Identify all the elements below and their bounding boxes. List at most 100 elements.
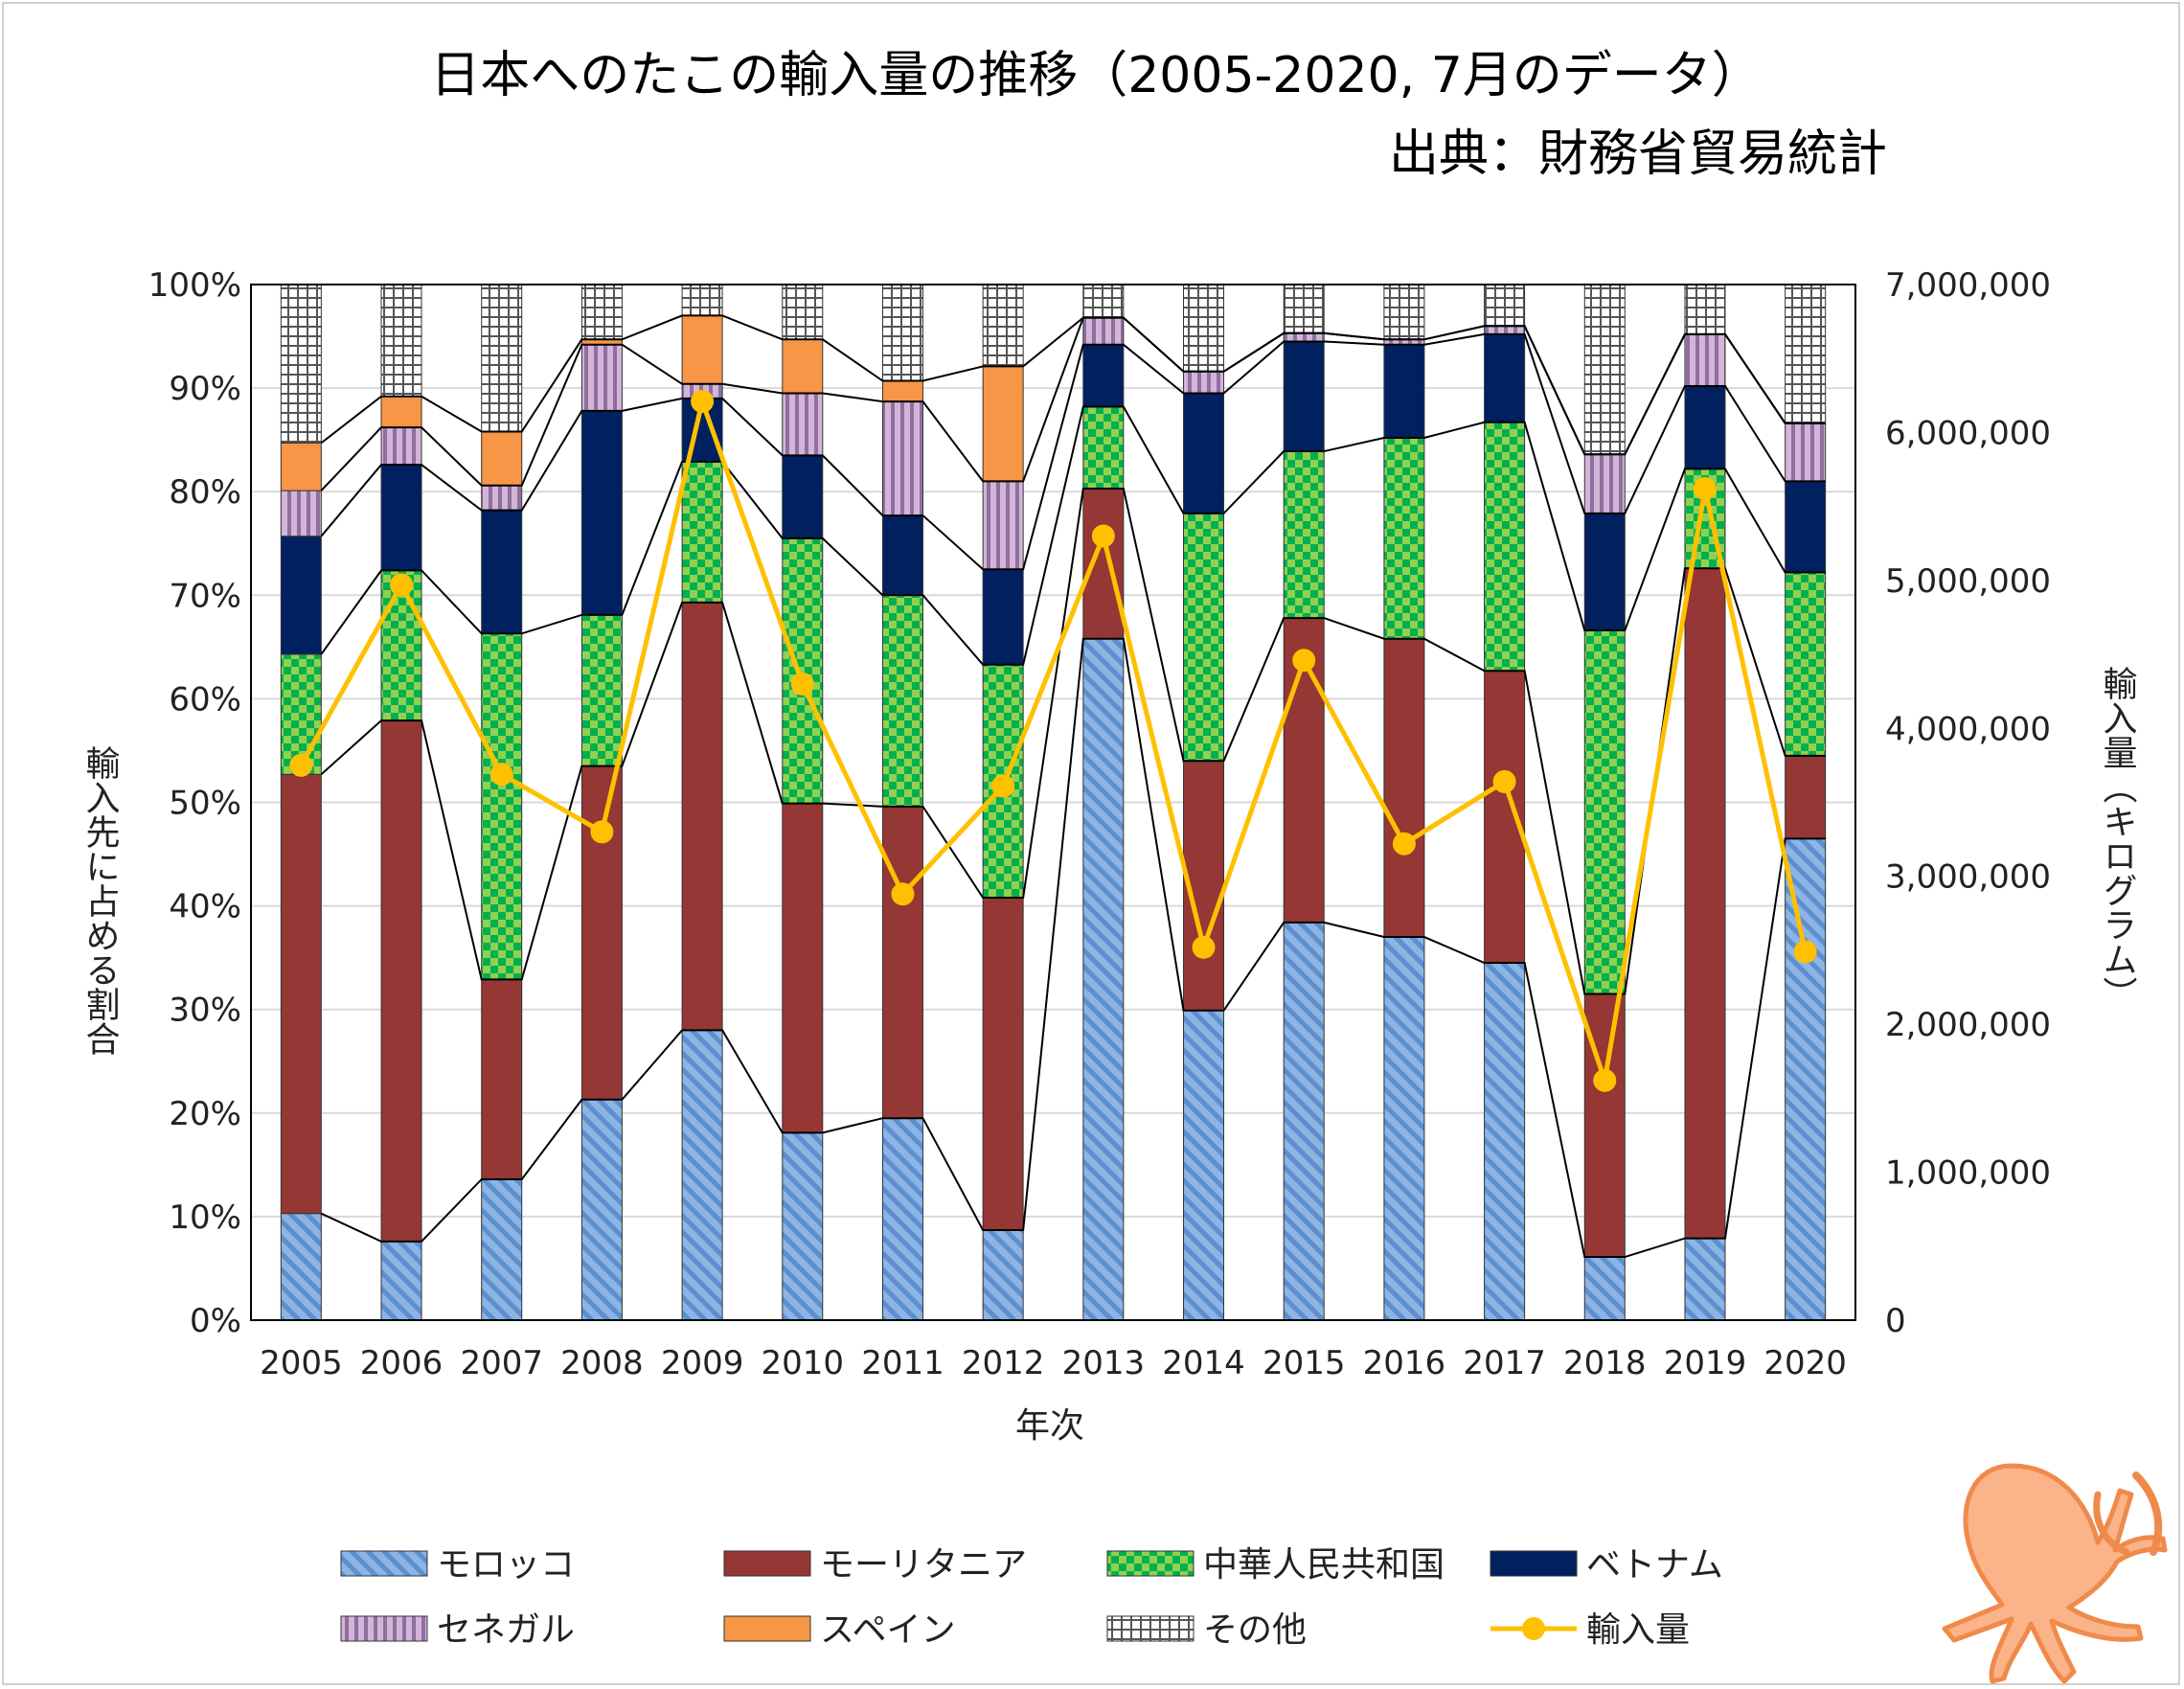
import-volume-point	[1392, 832, 1416, 856]
x-tick-label: 2013	[1062, 1344, 1146, 1382]
chart-subtitle: 出典：財務省貿易統計	[1389, 126, 1887, 183]
bar-segment	[881, 594, 923, 808]
import-volume-point	[289, 753, 313, 777]
import-volume-point	[1492, 769, 1516, 793]
bar-segment	[1684, 1238, 1726, 1321]
stack-connector	[320, 487, 1826, 995]
legend-swatch	[1106, 1550, 1194, 1577]
bar-segment	[280, 284, 322, 444]
bar-segment	[1183, 513, 1225, 762]
bar-segment	[1484, 422, 1526, 672]
x-tick-label: 2006	[360, 1344, 444, 1382]
bar-segment	[380, 719, 422, 1243]
x-tick-label: 2007	[460, 1344, 543, 1382]
y2-axis-ticks: 0 1,000,000 2,000,000 3,000,000 4,000,000 5,0…	[1885, 266, 2051, 1340]
import-volume-point	[790, 672, 814, 696]
bar-segment	[1583, 513, 1626, 631]
bar-segment	[782, 1131, 824, 1321]
bar-segment	[681, 284, 723, 316]
bar-segment	[1583, 453, 1626, 514]
y-tick-label: 100%	[148, 266, 241, 305]
x-tick-label: 2017	[1463, 1344, 1546, 1382]
bar-segment	[1183, 284, 1225, 373]
bar-segment	[1484, 325, 1526, 335]
legend-label: モロッコ	[437, 1545, 575, 1585]
bar-segment	[481, 1178, 523, 1321]
bar-segment	[481, 284, 523, 433]
bar-segment	[380, 426, 422, 466]
bar-segment	[1484, 284, 1526, 327]
bar-segment	[1785, 837, 1827, 1321]
chart-title: 日本へのたこの輸入量の推移（2005-2020, 7月のデータ）	[430, 47, 1762, 104]
legend-label: 中華人民共和国	[1203, 1545, 1445, 1585]
x-tick-label: 2011	[861, 1344, 944, 1382]
bar-segment	[1183, 393, 1225, 514]
stack-connector	[320, 332, 1826, 571]
y2-tick-label: 5,000,000	[1885, 562, 2051, 601]
stack-connector	[320, 637, 1826, 1259]
stack-connector	[320, 314, 1826, 456]
bar-segment	[1684, 567, 1726, 1240]
y-tick-label: 40%	[169, 888, 241, 926]
legend-label: スペイン	[820, 1610, 955, 1650]
x-tick-label: 2019	[1664, 1344, 1747, 1382]
bar-segment	[681, 314, 723, 385]
y2-tick-label: 3,000,000	[1885, 858, 2051, 897]
bar-segment	[681, 461, 723, 604]
bar-segment	[380, 396, 422, 428]
legend-label: 輸入量	[1586, 1610, 1690, 1650]
plot-frame	[250, 284, 1856, 1321]
y2-tick-label: 1,000,000	[1885, 1154, 2051, 1193]
bar-segment	[1283, 450, 1325, 619]
bar-segment	[881, 514, 923, 596]
y-tick-label: 60%	[169, 680, 241, 719]
import-volume-point	[1693, 477, 1717, 501]
bar-segment	[782, 803, 824, 1133]
stack-connector	[320, 405, 1826, 666]
y-axis-label: 輸入先に占める割合	[80, 745, 120, 1056]
bar-segment	[1785, 284, 1827, 424]
y-tick-label: 90%	[169, 370, 241, 408]
bar-segment	[1283, 340, 1325, 452]
bar-segment	[280, 490, 322, 537]
bar-segment	[380, 464, 422, 571]
bar-segment	[380, 1241, 422, 1321]
bar-segment	[1283, 332, 1325, 342]
bar-segment	[982, 365, 1024, 482]
y2-tick-label: 6,000,000	[1885, 414, 2051, 452]
import-volume-point	[891, 882, 915, 906]
bar-segment	[881, 806, 923, 1119]
bar-segment	[580, 410, 623, 616]
legend-label: セネガル	[437, 1610, 575, 1650]
bar-segment	[782, 393, 824, 456]
y2-tick-label: 7,000,000	[1885, 266, 2051, 305]
bar-segment	[280, 442, 322, 491]
bar-segment	[280, 773, 322, 1215]
bar-segment	[481, 431, 523, 487]
legend-swatch	[723, 1615, 811, 1642]
x-tick-label: 2012	[962, 1344, 1045, 1382]
x-tick-label: 2016	[1363, 1344, 1446, 1382]
bar-segment	[982, 480, 1024, 570]
legend-line-marker	[1522, 1617, 1545, 1640]
bar-segment	[280, 1213, 322, 1321]
y2-tick-label: 0	[1885, 1302, 1906, 1340]
legend-swatch	[1106, 1615, 1194, 1642]
import-volume-point	[1593, 1068, 1617, 1092]
x-tick-label: 2008	[560, 1344, 644, 1382]
bar-segment	[1283, 922, 1325, 1321]
x-tick-label: 2018	[1563, 1344, 1647, 1382]
bar-segment	[1082, 317, 1125, 346]
y2-tick-label: 2,000,000	[1885, 1006, 2051, 1044]
bar-segment	[982, 284, 1024, 367]
import-volume-line	[289, 389, 1817, 1092]
bar-segment	[380, 284, 422, 398]
bar-segment	[782, 454, 824, 539]
bar-segment	[580, 614, 623, 767]
legend-label: その他	[1203, 1610, 1307, 1650]
bar-segment	[1484, 962, 1526, 1321]
legend-swatch	[723, 1550, 811, 1577]
import-volume-point	[991, 774, 1015, 798]
bar-segment	[681, 602, 723, 1031]
